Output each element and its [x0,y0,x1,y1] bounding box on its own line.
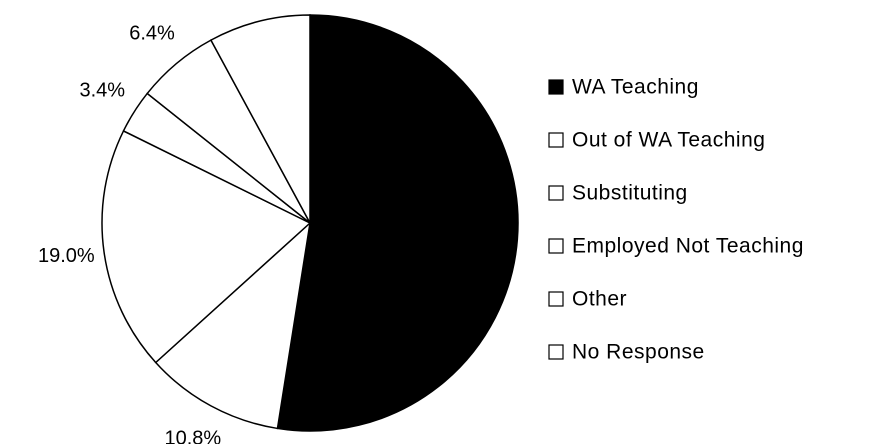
legend-label: Employed Not Teaching [572,235,804,258]
pie-slice [154,221,312,430]
legend-marker [548,132,564,148]
legend-label: Out of WA Teaching [572,129,765,152]
pie-slice [209,14,311,224]
data-label: 10.8% [164,428,221,444]
legend-label: No Response [572,341,705,364]
legend-label: WA Teaching [572,76,699,99]
data-label: 3.4% [79,79,125,101]
legend-label: Substituting [572,182,688,205]
data-label: 6.4% [129,23,175,45]
legend-marker [548,79,564,95]
legend-label: Other [572,288,627,311]
legend-marker [548,344,564,360]
pie-slice [276,14,519,432]
legend-marker [548,291,564,307]
legend-marker [548,238,564,254]
legend-marker [548,185,564,201]
pie-slice [101,129,312,364]
data-label: 19.0% [38,245,95,267]
